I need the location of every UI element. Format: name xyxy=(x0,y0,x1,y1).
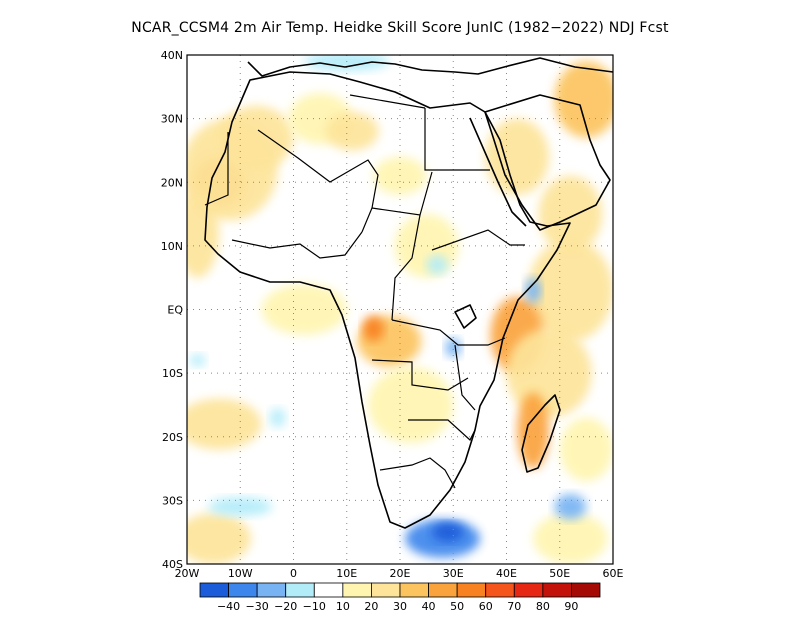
lon-tick-label: 10W xyxy=(228,567,253,580)
colorbar-label: 40 xyxy=(422,600,436,613)
colorbar xyxy=(199,582,601,598)
colorbar-swatch xyxy=(199,582,229,598)
lat-tick-label: 40N xyxy=(161,49,183,62)
lat-tick-label: 30S xyxy=(162,494,183,507)
colorbar-label: −30 xyxy=(246,600,269,613)
lat-tick-label: 10S xyxy=(162,367,183,380)
skill-shading-layer xyxy=(187,55,613,564)
lon-tick-label: 0 xyxy=(290,567,297,580)
skill-region xyxy=(218,105,294,170)
lon-tick-label: 50E xyxy=(549,567,570,580)
skill-region xyxy=(187,188,219,278)
map-frame xyxy=(186,54,614,565)
longitude-labels: 20W 10W 0 10E 20E 30E 40E 50E 60E xyxy=(175,567,624,580)
skill-region xyxy=(325,112,379,151)
skill-region xyxy=(394,214,459,278)
skill-region xyxy=(559,417,613,482)
colorbar-swatch xyxy=(485,582,515,598)
skill-region xyxy=(533,513,608,564)
skill-region xyxy=(261,284,347,335)
skill-region xyxy=(426,255,448,275)
lon-tick-label: 20W xyxy=(175,567,200,580)
colorbar-label: −10 xyxy=(303,600,326,613)
skill-region xyxy=(187,398,262,450)
skill-region xyxy=(189,354,206,367)
colorbar-swatch xyxy=(228,582,258,598)
colorbar-label: 10 xyxy=(336,600,350,613)
colorbar-swatch xyxy=(285,582,315,598)
lake-victoria-outline xyxy=(454,304,477,329)
colorbar-swatch xyxy=(399,582,429,598)
latitude-labels: 40N 30N 20N 10N EQ 10S 20S 30S 40S xyxy=(161,49,184,571)
lat-tick-label: EQ xyxy=(167,304,183,317)
skill-region xyxy=(304,55,390,71)
colorbar-label: −20 xyxy=(274,600,297,613)
lon-tick-label: 30E xyxy=(443,567,464,580)
map-title: NCAR_CCSM4 2m Air Temp. Heidke Skill Sco… xyxy=(131,20,669,36)
lon-tick-label: 60E xyxy=(603,567,624,580)
skill-region xyxy=(431,522,464,542)
skill-region xyxy=(485,118,550,195)
colorbar-label: 30 xyxy=(393,600,407,613)
colorbar-label: 80 xyxy=(536,600,550,613)
skill-region xyxy=(445,338,462,358)
skill-region xyxy=(269,408,286,428)
red-sea-outline xyxy=(469,117,527,227)
colorbar-swatch xyxy=(456,582,487,598)
colorbar-swatch xyxy=(542,582,572,598)
country-borders xyxy=(204,94,525,489)
skill-region xyxy=(506,328,592,418)
colorbar-label: 90 xyxy=(564,600,578,613)
lat-tick-label: 40S xyxy=(162,558,183,571)
lat-tick-label: 30N xyxy=(161,113,183,126)
colorbar-swatch xyxy=(371,582,401,598)
colorbar-swatch xyxy=(428,582,458,598)
colorbar-label: 70 xyxy=(507,600,521,613)
madagascar-outline xyxy=(521,394,561,473)
africa-coastline xyxy=(204,71,571,529)
graticule xyxy=(187,55,613,564)
colorbar-labels: −40 −30 −20 −10 10 20 30 40 50 60 70 80 90 xyxy=(217,600,578,613)
skill-region xyxy=(525,277,542,304)
colorbar-label: −40 xyxy=(217,600,240,613)
colorbar-swatch xyxy=(342,582,372,598)
lat-tick-label: 20S xyxy=(162,431,183,444)
colorbar-label: 50 xyxy=(450,600,464,613)
lat-tick-label: 10N xyxy=(161,240,183,253)
skill-region xyxy=(527,239,613,342)
skill-region xyxy=(554,61,613,138)
colorbar-swatch xyxy=(256,582,287,598)
colorbar-label: 20 xyxy=(364,600,378,613)
skill-region xyxy=(517,392,550,469)
skill-region xyxy=(554,494,587,520)
skill-region xyxy=(362,315,385,342)
lon-tick-label: 20E xyxy=(390,567,411,580)
colorbar-swatch xyxy=(313,582,344,598)
arabian-peninsula-outline xyxy=(484,94,611,231)
colorbar-swatch xyxy=(571,582,601,598)
lat-tick-label: 20N xyxy=(161,176,183,189)
colorbar-swatch xyxy=(513,582,544,598)
colorbar-label: 60 xyxy=(479,600,493,613)
skill-region xyxy=(538,175,603,253)
skill-region xyxy=(187,513,251,564)
europe-coastline xyxy=(247,57,613,77)
skill-region xyxy=(208,497,273,517)
lon-tick-label: 40E xyxy=(496,567,517,580)
lon-tick-label: 10E xyxy=(336,567,357,580)
skill-region xyxy=(368,366,454,444)
